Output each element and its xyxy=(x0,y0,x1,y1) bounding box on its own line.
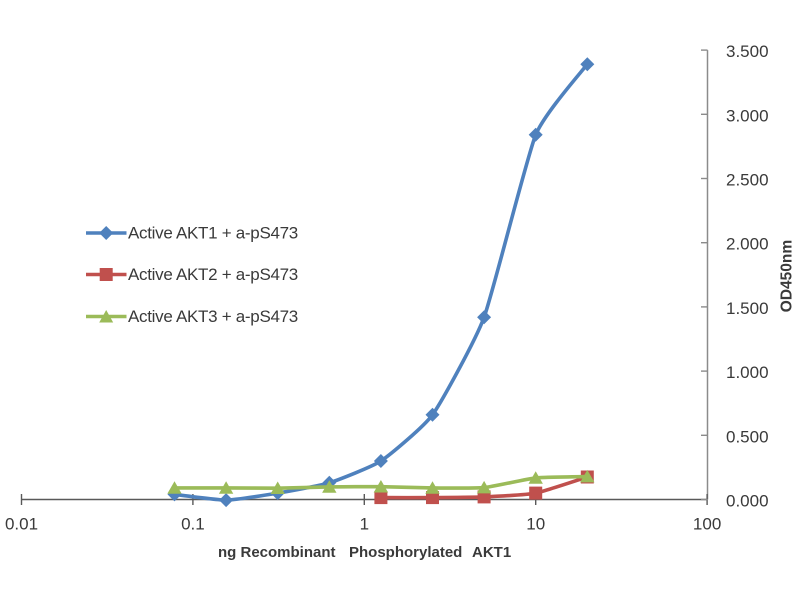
svg-text:100: 100 xyxy=(693,515,721,534)
svg-text:ng Recombinant: ng Recombinant xyxy=(218,544,336,561)
svg-text:1: 1 xyxy=(360,515,369,534)
svg-text:0.500: 0.500 xyxy=(726,427,769,446)
svg-text:2.000: 2.000 xyxy=(726,235,769,254)
svg-text:AKT1: AKT1 xyxy=(472,544,511,561)
svg-text:Active AKT2 + a-pS473: Active AKT2 + a-pS473 xyxy=(128,265,298,284)
svg-text:1.500: 1.500 xyxy=(726,299,769,318)
svg-text:0.01: 0.01 xyxy=(5,515,38,534)
svg-text:10: 10 xyxy=(526,515,545,534)
svg-text:0.1: 0.1 xyxy=(181,515,205,534)
svg-text:3.000: 3.000 xyxy=(726,106,769,125)
svg-text:1.000: 1.000 xyxy=(726,363,769,382)
svg-text:Phosphorylated: Phosphorylated xyxy=(349,544,462,561)
svg-text:0.000: 0.000 xyxy=(726,492,769,511)
svg-text:OD450nm: OD450nm xyxy=(779,240,796,312)
svg-text:Active AKT3 + a-pS473: Active AKT3 + a-pS473 xyxy=(128,307,298,326)
svg-text:3.500: 3.500 xyxy=(726,42,769,61)
svg-text:2.500: 2.500 xyxy=(726,171,769,190)
svg-text:Active AKT1 + a-pS473: Active AKT1 + a-pS473 xyxy=(128,224,298,243)
